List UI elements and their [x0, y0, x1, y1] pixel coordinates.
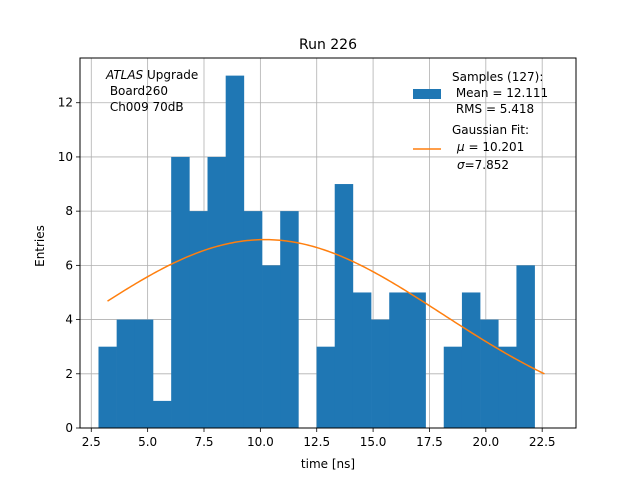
histogram-bar-15	[371, 319, 390, 428]
histogram-bar-23	[516, 265, 535, 428]
histogram-bar-1	[116, 319, 136, 428]
histogram-bar-8	[243, 211, 263, 428]
gaussian-fit	[107, 238, 545, 375]
histogram-bar-12	[316, 346, 336, 428]
histogram-bar-10	[280, 211, 299, 428]
x-tick-label-1: 5.0	[138, 435, 157, 449]
x-tick-label-3: 10.0	[247, 435, 274, 449]
legend-samples-swatch	[413, 89, 441, 99]
legend-fit-title: Gaussian Fit:	[452, 123, 529, 137]
y-tick-label-5: 10	[58, 150, 73, 164]
y-tick-label-1: 2	[65, 367, 73, 381]
histogram-bar-5	[189, 211, 208, 428]
x-axis-label: time [ns]	[301, 457, 355, 471]
legend-samples-rms: RMS = 5.418	[452, 102, 534, 116]
sigma-value: =7.852	[465, 158, 509, 172]
y-tick-label-3: 6	[65, 258, 73, 272]
x-axis-ticks: 2.5 5.0 7.5 10.0 12.5 15.0 17.5 20.0 22.5	[82, 428, 556, 449]
histogram-bar-16	[389, 292, 408, 428]
histogram-bars	[98, 75, 535, 428]
histogram-bar-2	[134, 319, 154, 428]
atlas-label: ATLAS	[105, 68, 144, 82]
mu-value: = 10.201	[465, 140, 525, 154]
y-tick-label-4: 8	[65, 204, 73, 218]
histogram-bar-20	[461, 292, 481, 428]
histogram-bar-17	[407, 292, 426, 428]
gaussian-fit-curve	[107, 238, 545, 375]
y-axis-label: Entries	[33, 225, 47, 267]
histogram-bar-19	[443, 346, 463, 428]
x-tick-label-4: 12.5	[303, 435, 330, 449]
x-tick-label-5: 15.0	[360, 435, 387, 449]
y-tick-label-2: 4	[65, 313, 73, 327]
histogram-bar-9	[262, 265, 281, 428]
x-tick-label-8: 22.5	[529, 435, 556, 449]
x-tick-label-7: 20.0	[472, 435, 499, 449]
histogram-bar-14	[352, 292, 372, 428]
annotation-box: ATLAS Upgrade Board260 Ch009 70dB	[105, 68, 198, 114]
mu-symbol: μ	[456, 140, 465, 154]
y-axis-ticks: 0 2 4 6 8 10 12	[58, 96, 80, 435]
chart-title: Run 226	[299, 37, 357, 53]
y-tick-label-6: 12	[58, 96, 73, 110]
plot-frame	[79, 57, 577, 429]
histogram-bar-22	[498, 346, 517, 428]
x-tick-label-0: 2.5	[82, 435, 101, 449]
histogram-bar-6	[207, 156, 226, 428]
legend-fit-mu: μ = 10.201	[456, 140, 524, 154]
annotation-board: Board260	[106, 84, 168, 98]
histogram-bar-4	[171, 156, 190, 428]
legend-samples-title: Samples (127):	[452, 70, 543, 84]
annotation-channel: Ch009 70dB	[106, 100, 184, 114]
x-tick-label-6: 17.5	[416, 435, 443, 449]
legend: Samples (127): Mean = 12.111 RMS = 5.418…	[413, 70, 548, 172]
sigma-symbol: σ	[457, 158, 465, 172]
legend-fit-sigma: σ=7.852	[457, 158, 509, 172]
histogram-bar-3	[153, 400, 172, 428]
histogram-bar-21	[480, 319, 499, 428]
histogram-bar-13	[334, 184, 354, 428]
histogram-bar-0	[98, 346, 117, 428]
upgrade-label: Upgrade	[143, 68, 198, 82]
histogram-bar-7	[225, 75, 245, 428]
x-tick-label-2: 7.5	[194, 435, 213, 449]
y-tick-label-0: 0	[65, 421, 73, 435]
legend-samples-mean: Mean = 12.111	[452, 86, 548, 100]
annotation-line-1: ATLAS Upgrade	[105, 68, 198, 82]
